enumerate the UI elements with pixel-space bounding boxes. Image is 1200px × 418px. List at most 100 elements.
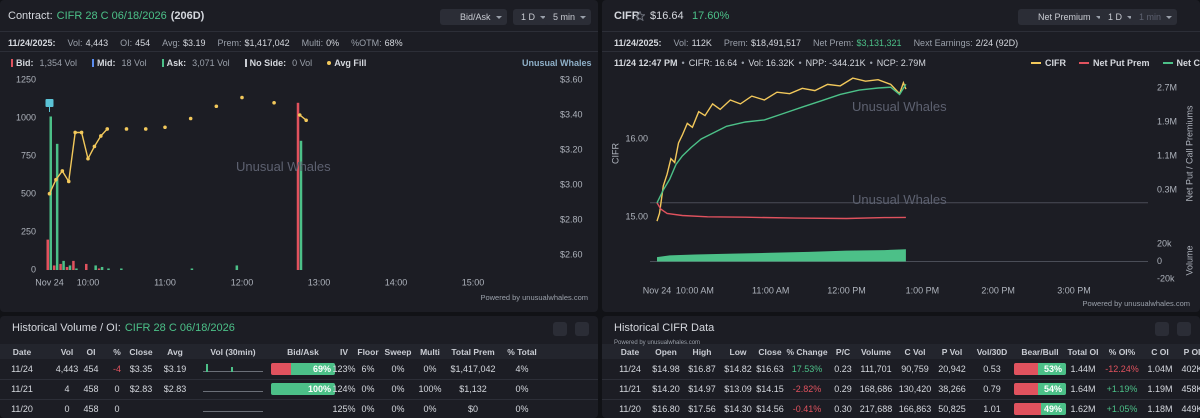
sparkline-base (203, 371, 263, 372)
cell: 0 (114, 404, 120, 414)
stat-label: Avg: (162, 38, 180, 48)
cell: 50,825 (938, 404, 966, 414)
stat-value: 454 (135, 38, 151, 48)
bar-label: 69% (312, 364, 331, 374)
interval-select[interactable]: 1 min (1131, 9, 1178, 25)
export-button[interactable] (553, 322, 567, 336)
cell: 111,701 (860, 364, 892, 374)
series-line (656, 83, 907, 204)
stat-value: $3,131,321 (856, 38, 902, 48)
cell: -4 (112, 364, 122, 374)
tick-label: 1.9M (1157, 116, 1177, 126)
expand-button[interactable] (1177, 322, 1191, 336)
cell: 166,863 (898, 404, 932, 414)
premium-chart: 15.00 16.00 0.3M 1.1M 1.9M 2.7M 20k 0 -20k Nov 24… (610, 77, 1194, 295)
brand: Unusual Whales (522, 58, 592, 68)
legend-swatch (1031, 62, 1041, 64)
panel-title: Historical CIFR Data (614, 322, 715, 334)
change: 17.60% (692, 10, 730, 22)
volume-bar (190, 268, 194, 270)
metric-select[interactable]: Net Premium (1018, 9, 1107, 25)
column-header: P OI (1183, 347, 1200, 357)
legend: Bid: 1,354 Vol Mid: 18 Vol Ask: 3,071 Vol No S… (8, 58, 366, 68)
volume-bar (68, 265, 72, 270)
flag-marker (45, 99, 54, 107)
footer: Powered by unusualwhales.com (480, 293, 588, 302)
avg-fill-dot (297, 113, 302, 117)
legend-item: No Side: 0 Vol (242, 58, 312, 68)
legend-label: Net Call Prem (1176, 58, 1200, 68)
stat-value: 112K (691, 38, 712, 48)
stat-label: Vol: (673, 38, 689, 48)
cell: 0% (423, 404, 437, 414)
cell: 0% (515, 384, 529, 394)
range-select[interactable]: 1 D (1100, 9, 1139, 25)
star-icon[interactable] (635, 11, 645, 21)
legend-swatch (1162, 62, 1173, 64)
cell: 11/24 (619, 364, 641, 374)
y2-axis-label: Net Put / Call Premiums (1184, 105, 1194, 202)
sparkline-base (203, 411, 263, 412)
cell: 0% (515, 404, 529, 414)
cell: 168,686 (859, 384, 893, 394)
cell: 11/21 (11, 384, 33, 394)
tick-label: $3.20 (560, 144, 583, 154)
cell: 1.19M (1147, 384, 1173, 394)
sparkline-bar (206, 364, 208, 372)
panel-title: Historical Volume / OI: (12, 322, 121, 334)
legend-item: Ask: 3,071 Vol (159, 58, 230, 68)
volume-bar (84, 263, 88, 270)
export-button[interactable] (1155, 322, 1169, 336)
stat-label: %OTM: (351, 38, 382, 48)
option-chart: 0 250 500 750 1000 1250 $2.60 $2.80 $3.00 $3.20 $3… (16, 74, 583, 287)
avg-fill-dot (47, 191, 52, 196)
view-select[interactable]: Bid/Ask (440, 9, 507, 25)
stat: Vol: 4,443 (65, 38, 109, 48)
bar-label: 49% (1043, 404, 1062, 414)
range-select[interactable]: 1 D (513, 9, 552, 25)
column-header: % (113, 347, 121, 357)
cell: 0.29 (834, 384, 852, 394)
legend-item: Bid: 1,354 Vol (8, 58, 77, 68)
tick-label: 250 (21, 226, 36, 236)
stat-label: Prem: (723, 38, 748, 48)
expand-button[interactable] (575, 322, 589, 336)
tick-label: 10:00 (77, 277, 100, 287)
tick-label: 750 (21, 150, 36, 160)
cell: 124% (332, 384, 356, 394)
interval-select[interactable]: 5 min (545, 9, 592, 25)
row-divider (0, 399, 598, 400)
cell: 1.64M (1070, 384, 1096, 394)
column-header: Multi (420, 347, 440, 357)
volume-bar (120, 268, 123, 270)
cell: $17.56 (688, 404, 716, 414)
cell: 17.53% (791, 364, 823, 374)
avg-fill-dot (188, 116, 193, 121)
cell: 402K (1181, 364, 1200, 374)
tick-label: 13:00 (308, 277, 331, 287)
cell: 11/20 (11, 404, 33, 414)
volume-bar (52, 265, 56, 270)
avg-fill-dot (105, 127, 110, 131)
cell: 38,266 (938, 384, 966, 394)
info-item: NPP: -344.21K (805, 58, 866, 68)
bar-bull (271, 383, 335, 395)
title-label: Contract: (8, 10, 53, 22)
tick-label: -20k (1157, 273, 1175, 283)
volume-bar (55, 143, 59, 270)
legend: CIFR Net Put Prem Net Call Prem (1028, 58, 1200, 68)
legend-swatch (244, 59, 247, 67)
stat-label: Vol: (67, 38, 83, 48)
stat-label: Prem: (217, 38, 242, 48)
tick-label: $2.60 (560, 249, 583, 259)
cell: 0% (391, 384, 405, 394)
column-header: Floor (357, 347, 379, 357)
tick-label: 16.00 (625, 133, 648, 143)
cell: 458 (83, 404, 99, 414)
cell: $14.97 (688, 384, 716, 394)
watermark: Unusual Whales (852, 192, 947, 207)
volume-bar (46, 239, 49, 270)
bar-label: 54% (1043, 384, 1062, 394)
bar-bull (1040, 403, 1066, 415)
y-axis-label: CIFR (610, 143, 620, 164)
